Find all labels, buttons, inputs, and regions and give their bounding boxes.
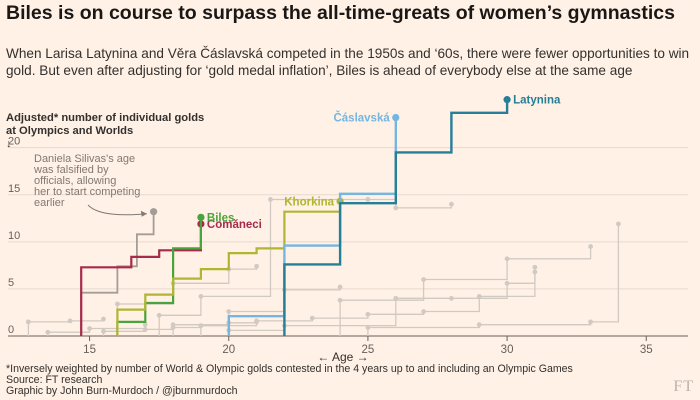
series-end-dot — [197, 213, 205, 221]
series-dot — [170, 325, 176, 330]
series-line — [228, 267, 536, 336]
x-tick-label: 35 — [640, 344, 653, 356]
series-line — [116, 266, 258, 336]
series-label: Khorkina — [284, 196, 334, 208]
series-dot — [421, 277, 426, 282]
y-tick-label: 5 — [8, 277, 14, 289]
series-dot — [254, 319, 259, 325]
series-dot — [198, 294, 204, 299]
annotation-text: was falsified by — [33, 164, 109, 176]
chart-title: Biles is on course to surpass the all-ti… — [6, 2, 675, 24]
series-label: Comăneci — [207, 219, 262, 231]
x-tick-label: 30 — [501, 344, 514, 356]
footer: *Inversely weighted by number of World &… — [6, 363, 696, 398]
annotation-arrow — [87, 204, 147, 216]
footnote: *Inversely weighted by number of World &… — [6, 363, 573, 375]
source-line: Source: FT research — [6, 374, 103, 387]
series-dot — [67, 318, 73, 324]
series-layer — [25, 96, 621, 336]
series-dot — [45, 329, 51, 335]
series-line — [116, 217, 202, 336]
grid-layer: 0 5 10 15 20 15 20 25 30 35 ← Age → — [8, 136, 688, 364]
x-tick-label: 15 — [83, 344, 96, 356]
series-dot — [616, 221, 621, 227]
series-line — [116, 201, 342, 336]
x-tick-label: 25 — [362, 344, 375, 356]
series-dot — [142, 322, 148, 328]
x-tick-label: 20 — [222, 344, 235, 356]
series-dot — [25, 319, 31, 325]
series-label: Biles — [207, 212, 235, 224]
y-tick-label: 15 — [8, 183, 20, 195]
series-line — [367, 223, 620, 336]
annotation-text: earlier — [34, 197, 65, 209]
series-dot — [156, 312, 162, 318]
series-dot — [309, 315, 315, 321]
y-tick-label: 20 — [8, 136, 20, 148]
series-line — [339, 246, 592, 336]
series-dot — [393, 295, 399, 301]
series-dot — [449, 295, 454, 301]
series-line — [172, 287, 341, 336]
series-line — [27, 319, 105, 336]
series-dot — [101, 316, 106, 322]
series-dot — [101, 328, 106, 334]
credit-line: Graphic by John Burn-Murdoch / @jburnmur… — [6, 385, 238, 398]
series-dot — [365, 197, 371, 202]
series-dot — [365, 325, 371, 330]
series-dot — [226, 309, 232, 314]
series-dot — [337, 284, 343, 290]
series-dot — [504, 280, 510, 286]
y-tick-label: 10 — [8, 230, 20, 242]
series-dot — [588, 244, 593, 249]
series-dot — [87, 326, 92, 331]
y-axis-label-line1: Adjusted* number of individual golds — [6, 112, 205, 124]
chart-subtitle: When Larisa Latynina and Věra Čáslavská … — [6, 46, 690, 78]
series-line — [227, 117, 397, 336]
series-dot — [588, 319, 593, 325]
series-line — [47, 324, 146, 336]
series-dot — [504, 256, 510, 262]
x-axis-label: ← Age → — [317, 350, 368, 364]
series-line — [102, 321, 258, 336]
series-line — [283, 99, 509, 336]
series-dot — [268, 197, 273, 202]
annotation-text: Daniela Silivas's age — [34, 153, 135, 165]
series-dot — [115, 301, 120, 307]
series-end-dot — [503, 96, 511, 104]
y-axis-label-arrow: ↓ — [6, 138, 12, 150]
annotation-arrowhead — [140, 210, 147, 217]
series-dot — [449, 201, 454, 207]
series-dot — [393, 205, 399, 211]
y-tick-label: 0 — [8, 324, 14, 336]
ft-logo: FT — [673, 378, 694, 395]
annotation-text: her to start competing — [34, 186, 140, 198]
series-end-dot — [392, 113, 400, 122]
series-end-dot — [150, 208, 158, 216]
series-dot — [254, 263, 259, 269]
series-label: Čáslavská — [333, 112, 390, 125]
series-dot — [337, 297, 343, 303]
series-label: Latynina — [513, 95, 561, 107]
series-dot — [365, 311, 371, 317]
annotation-text: officials, allowing — [34, 175, 116, 187]
y-axis-label-line2: at Olympics and Worlds — [6, 125, 134, 137]
y-axis-label: Adjusted* number of individual golds at … — [6, 112, 266, 151]
series-dot — [476, 322, 482, 328]
series-dot — [421, 309, 426, 314]
series-dot — [532, 264, 538, 270]
series-dot — [198, 323, 204, 329]
series-line — [80, 223, 202, 336]
